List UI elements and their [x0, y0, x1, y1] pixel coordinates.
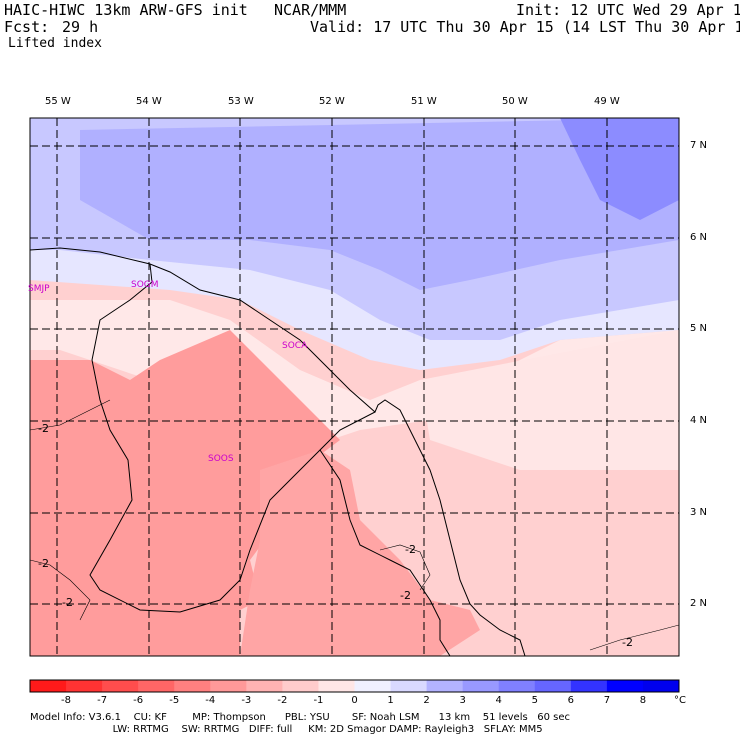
contour-label: -2	[405, 543, 416, 556]
lon-label-54: 54 W	[136, 96, 162, 107]
lon-label-52: 52 W	[319, 96, 345, 107]
colorbar-swatch	[390, 680, 428, 692]
colorbar-swatch	[30, 680, 67, 692]
coastline	[30, 247, 526, 656]
colorbar-swatch	[138, 680, 175, 692]
station-soos: SOOS	[208, 454, 234, 464]
run-title: HAIC-HIWC 13km ARW-GFS init	[4, 1, 248, 19]
contour-label: -2	[622, 636, 633, 649]
lat-label-4: 4 N	[690, 415, 708, 426]
colorbar-tick-label: -5	[169, 695, 180, 706]
colorbar-swatch	[606, 680, 644, 692]
lat-label-5: 5 N	[690, 323, 708, 334]
colorbar-swatch	[282, 680, 319, 692]
colorbar-tick-label: -8	[61, 695, 72, 706]
colorbar-swatch	[462, 680, 500, 692]
colorbar-tick-label: 1	[387, 695, 394, 706]
colorbar-swatch	[174, 680, 211, 692]
colorbar-swatch	[102, 680, 139, 692]
lon-label-55: 55 W	[45, 96, 71, 107]
colorbar-swatch	[246, 680, 283, 692]
contour-line-4	[589, 624, 679, 651]
contour-label: -2	[38, 422, 49, 435]
field-region-light-pink-2	[420, 330, 679, 470]
colorbar-swatch	[534, 680, 572, 692]
contour-label: -2	[400, 589, 411, 602]
lon-label-51: 51 W	[411, 96, 437, 107]
colorbar-tick-label: -2	[277, 695, 288, 706]
station-smjp: SMJP	[28, 284, 50, 294]
valid-time: Valid: 17 UTC Thu 30 Apr 15 (14 LST Thu …	[310, 18, 740, 36]
colorbar-tick-label: 3	[459, 695, 466, 706]
lon-label-53: 53 W	[228, 96, 254, 107]
colorbar-tick-label: -6	[133, 695, 144, 706]
contour-label: -2	[62, 596, 73, 609]
colorbar-swatch	[318, 680, 355, 692]
init-time: Init: 12 UTC Wed 29 Apr 15	[516, 1, 740, 19]
colorbar-swatch	[354, 680, 392, 692]
station-sogm: SOGM	[131, 280, 159, 290]
model-info-line-1: Model Info: V3.6.1 CU: KF MP: Thompson P…	[30, 712, 570, 723]
field-region-blue	[80, 118, 679, 290]
colorbar-tick-label: -4	[205, 695, 216, 706]
lat-label-2: 2 N	[690, 598, 708, 609]
model-info-line-2: LW: RRTMG SW: RRTMG DIFF: full KM: 2D Sm…	[30, 724, 543, 735]
contour-label: -2	[38, 557, 49, 570]
colorbar-swatch	[426, 680, 464, 692]
lat-label-7: 7 N	[690, 140, 708, 151]
lat-label-3: 3 N	[690, 507, 708, 518]
fcst-label: Fcst:	[4, 18, 50, 36]
colorbar-tick-label: 4	[495, 695, 502, 706]
field-region-mid-pink	[30, 330, 340, 656]
contour-line-3	[379, 544, 431, 591]
colorbar-tick-label: 5	[531, 695, 538, 706]
colorbar-swatch	[642, 680, 680, 692]
fcst-hours: 29 h	[62, 18, 99, 36]
map-frame	[29, 117, 680, 657]
field-region-dark-blue	[560, 118, 679, 220]
colorbar-tick-label: 2	[423, 695, 430, 706]
org-label: NCAR/MMM	[274, 1, 347, 19]
colorbar-tick-label: 7	[603, 695, 611, 706]
colorbar-swatch	[498, 680, 536, 692]
colorbar-tick-label: 8	[639, 695, 647, 706]
lon-label-50: 50 W	[502, 96, 528, 107]
field-name: Lifted index	[8, 36, 102, 51]
colorbar-swatch	[210, 680, 247, 692]
border-suriname-east	[319, 449, 451, 656]
colorbar-tick-label: -1	[313, 695, 324, 706]
lon-label-49: 49 W	[594, 96, 620, 107]
contour-line-1	[30, 399, 111, 431]
colorbar-tick-label: 0	[351, 695, 358, 706]
colorbar-tick-label: 6	[567, 695, 575, 706]
lat-label-6: 6 N	[690, 232, 708, 243]
colorbar-swatch	[570, 680, 608, 692]
contour-line-2	[30, 559, 91, 621]
border-suriname-west	[89, 263, 376, 613]
station-soca: SOCA	[282, 341, 308, 351]
colorbar-tick-label: -7	[97, 695, 108, 706]
colorbar-tick-label: -3	[241, 695, 252, 706]
colorbar-swatch	[66, 680, 103, 692]
colorbar-unit: °C	[674, 695, 686, 706]
